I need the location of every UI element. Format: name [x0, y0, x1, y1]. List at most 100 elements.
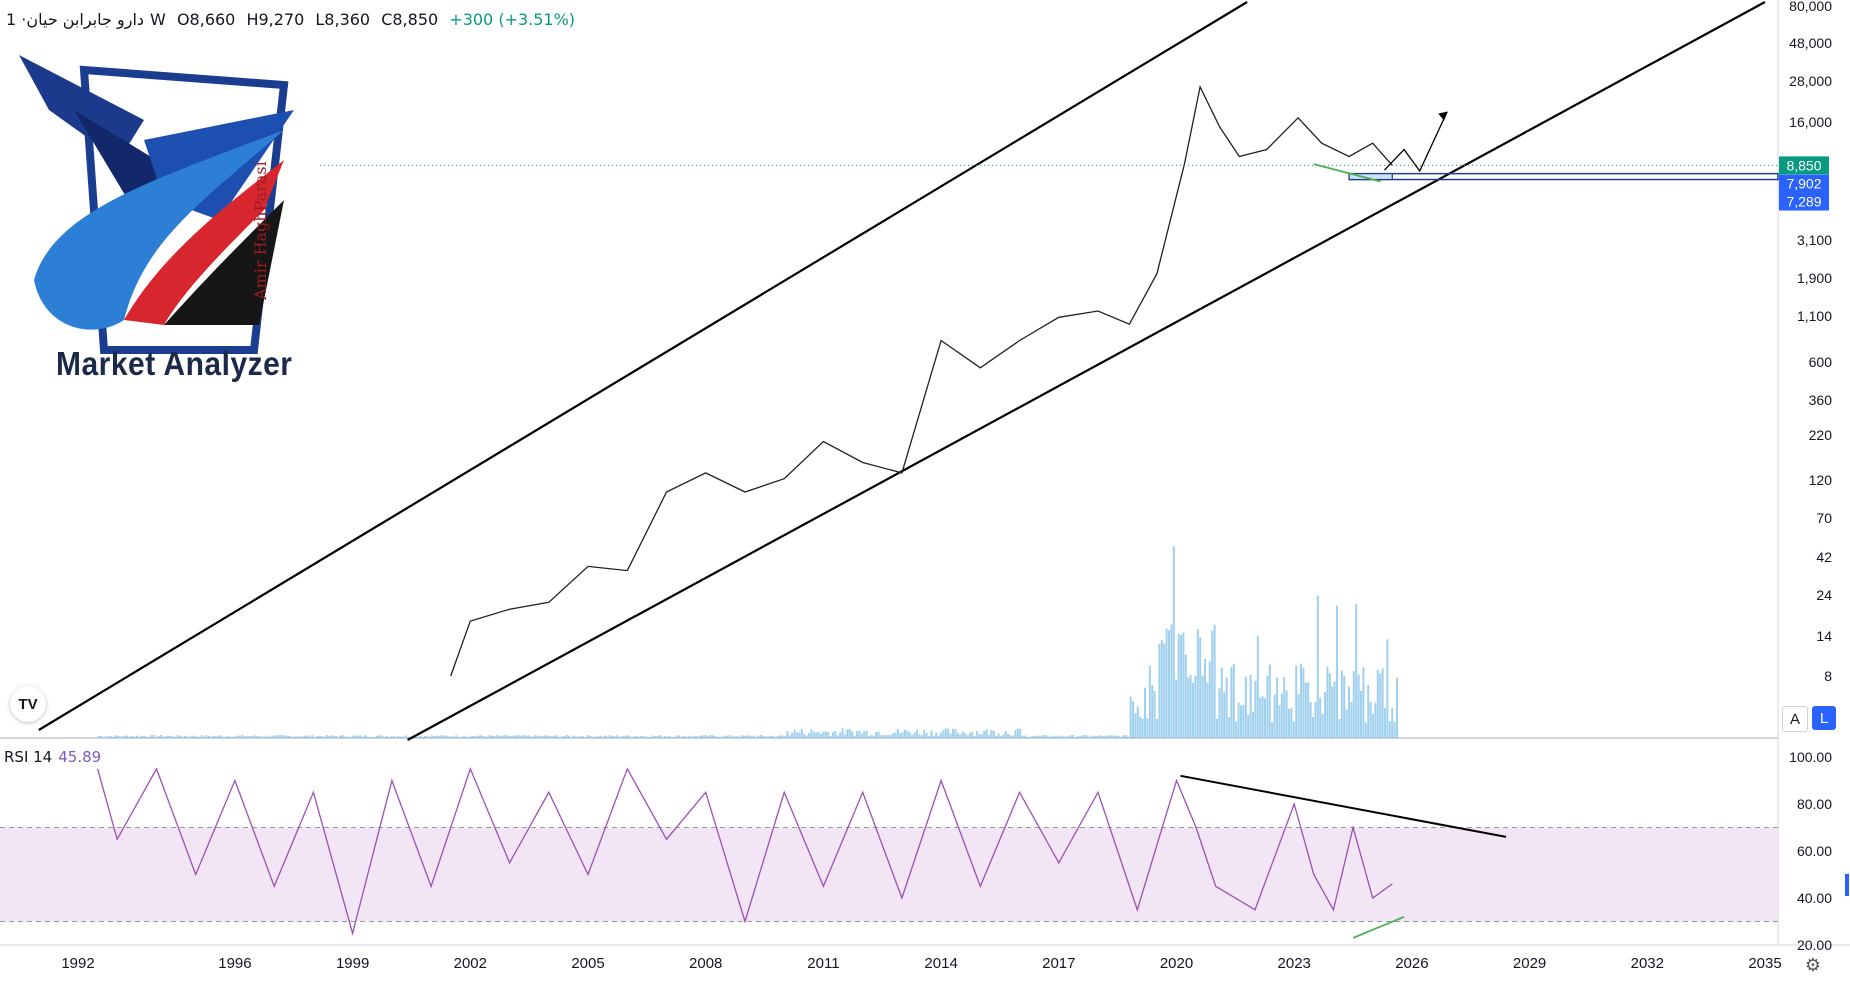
volume-bar: [704, 735, 707, 738]
volume-bar: [800, 728, 803, 738]
volume-bar: [1206, 682, 1209, 738]
rsi-header[interactable]: RSI 14 45.89: [4, 748, 101, 766]
volume-bar: [102, 736, 105, 738]
volume-bar: [1204, 659, 1207, 738]
volume-bar: [474, 736, 477, 738]
rsi-band: [0, 827, 1778, 922]
tradingview-logo-button[interactable]: TV: [10, 686, 46, 722]
volume-bar: [822, 731, 825, 738]
volume-bar: [1103, 736, 1106, 738]
volume-bar: [263, 736, 266, 738]
volume-bar: [364, 735, 367, 738]
volume-bar: [731, 736, 734, 738]
volume-bar: [769, 735, 772, 738]
volume-bar: [896, 728, 899, 738]
volume-bar: [155, 736, 158, 738]
volume-bar: [1144, 687, 1147, 738]
volume-bar: [1259, 697, 1262, 738]
price-tick-label: 1,900: [1797, 270, 1832, 286]
volume-bar: [894, 732, 897, 738]
volume-bar: [119, 736, 122, 738]
volume-bar: [1283, 676, 1286, 738]
volume-bar: [793, 729, 796, 738]
volume-bar: [1386, 639, 1389, 738]
volume-bar: [1036, 735, 1039, 738]
gear-icon[interactable]: ⚙: [1804, 954, 1822, 975]
volume-bar: [222, 736, 225, 738]
volume-bar: [1184, 654, 1187, 738]
auto-scale-button[interactable]: A: [1782, 706, 1808, 732]
volume-bar: [208, 736, 211, 738]
volume-bar: [1026, 736, 1029, 738]
symbol-name[interactable]: دارو جابرابن حیان: [26, 10, 145, 29]
volume-bar: [652, 735, 655, 738]
volume-bar: [138, 736, 141, 738]
volume-bar: [1108, 735, 1111, 738]
volume-bar: [522, 735, 525, 738]
volume-bar: [784, 735, 787, 738]
volume-bar: [601, 736, 604, 738]
rsi-tick-label: 40.00: [1797, 890, 1832, 906]
volume-bar: [215, 736, 218, 738]
volume-bar: [978, 734, 981, 738]
volume-bar: [940, 732, 943, 738]
projection-arrow: [1383, 111, 1448, 173]
volume-bar: [1316, 595, 1319, 738]
volume-bar: [388, 736, 391, 738]
volume-bar: [200, 735, 203, 738]
volume-bar: [1367, 684, 1370, 738]
volume-bar: [726, 735, 729, 738]
interval-label[interactable]: · 1W: [6, 10, 166, 29]
volume-bar: [289, 735, 292, 738]
log-scale-button[interactable]: L: [1812, 706, 1836, 730]
volume-bar: [980, 734, 983, 738]
volume-bar: [232, 736, 235, 738]
volume-bar: [918, 734, 921, 738]
volume-bar: [347, 736, 350, 738]
volume-bar: [676, 735, 679, 738]
volume-bar: [498, 735, 501, 738]
volume-bar: [493, 736, 496, 738]
volume-bar: [440, 735, 443, 738]
volume-bar: [484, 736, 487, 738]
volume-bar: [534, 735, 537, 738]
volume-bar: [702, 735, 705, 738]
volume-bar: [1266, 675, 1269, 738]
volume-bar: [1004, 731, 1007, 738]
volume-bar: [752, 735, 755, 738]
volume-bar: [911, 735, 914, 738]
volume-bar: [311, 735, 314, 738]
volume-bar: [625, 735, 628, 738]
volume-bar: [760, 735, 763, 738]
volume-bar: [1057, 735, 1060, 738]
volume-bar: [220, 735, 223, 738]
volume-bar: [1196, 628, 1199, 738]
volume-bar: [856, 731, 859, 738]
volume-bar: [1076, 736, 1079, 738]
volume-bar: [1304, 682, 1307, 738]
volume-bar: [296, 736, 299, 738]
volume-bar: [820, 734, 823, 738]
volume-bar: [1343, 675, 1346, 738]
volume-bar: [352, 735, 355, 738]
volume-bar: [947, 728, 950, 738]
volume-bar: [1019, 728, 1022, 738]
volume-bar: [709, 735, 712, 738]
volume-bar: [1084, 735, 1087, 738]
volume-bar: [1012, 735, 1015, 738]
volume-bar: [1393, 722, 1396, 738]
volume-bar: [949, 733, 952, 738]
logo-text: Market Analyzer: [56, 346, 293, 383]
channel-lines: [38, 1, 1766, 741]
volume-bar: [745, 735, 748, 738]
volume-bar: [688, 736, 691, 738]
volume-bar: [1364, 722, 1367, 738]
volume-bar: [164, 736, 167, 738]
volume-bar: [1079, 736, 1082, 738]
volume-bar: [656, 735, 659, 738]
rsi-tick-label: 100.00: [1789, 749, 1832, 765]
volume-bar: [1105, 735, 1108, 738]
volume-bar: [577, 736, 580, 738]
volume-bar: [160, 735, 163, 738]
